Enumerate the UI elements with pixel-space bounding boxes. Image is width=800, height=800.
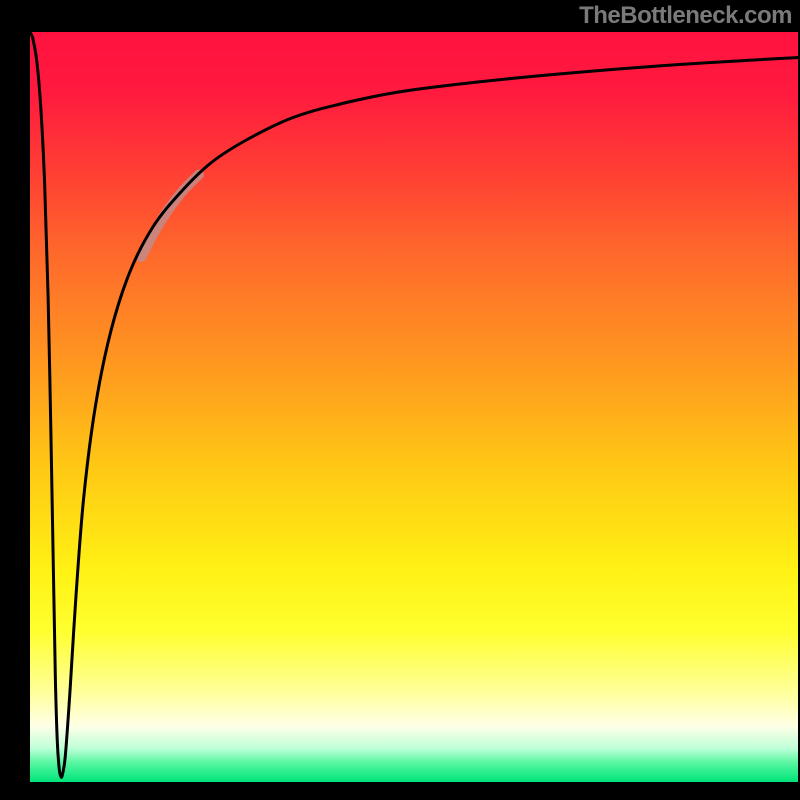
gradient-background	[30, 32, 798, 782]
bottleneck-curve-plot	[0, 0, 800, 800]
chart-frame: TheBottleneck.com	[0, 0, 800, 800]
attribution-text: TheBottleneck.com	[579, 2, 792, 30]
